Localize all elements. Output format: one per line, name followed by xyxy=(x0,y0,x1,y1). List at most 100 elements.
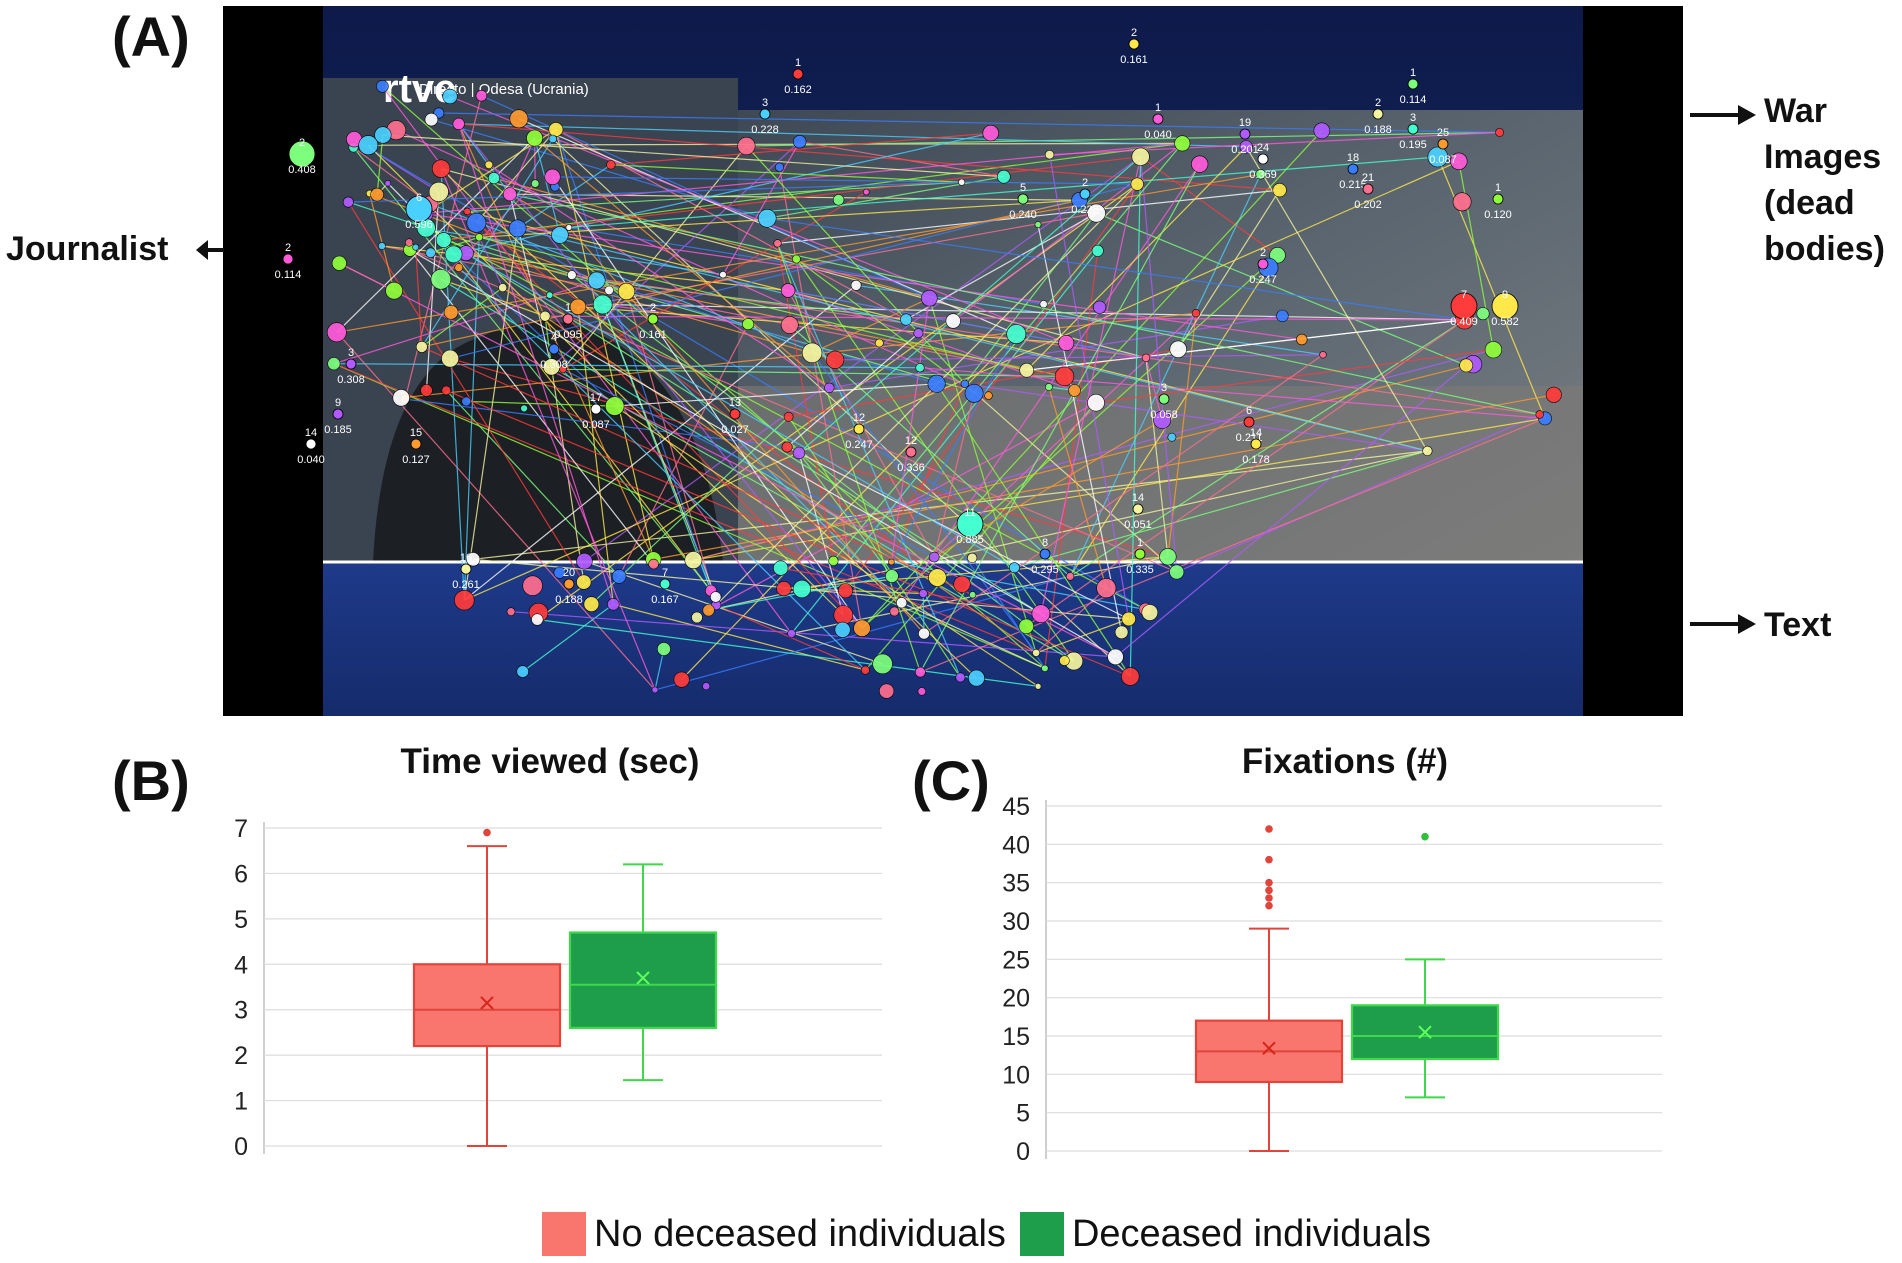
fixation-duration: 0.087 xyxy=(582,419,610,431)
fixation-dot xyxy=(684,551,703,570)
text-arrow-icon xyxy=(1690,614,1756,634)
saccade-line xyxy=(509,193,1080,201)
fixation-duration: 0.240 xyxy=(1009,209,1037,221)
saccade-line xyxy=(509,137,536,195)
saccade-line xyxy=(382,134,1004,178)
saccade-line xyxy=(401,312,1197,399)
y-tick-label: 20 xyxy=(1002,985,1030,1013)
y-tick-label: 4 xyxy=(234,951,248,979)
fixation-number: 12 xyxy=(853,412,865,424)
fixation-duration: 0.087 xyxy=(1429,154,1457,166)
fixation-dot xyxy=(463,207,471,216)
saccade-line xyxy=(443,156,1141,241)
chart-b-boxplot: 0 1 2 3 4 5 6 7 xyxy=(234,815,882,1161)
saccade-line xyxy=(425,191,440,391)
fixation-dot xyxy=(837,583,853,599)
fixation-marker-dot xyxy=(405,195,433,223)
fixation-number: 12 xyxy=(905,435,917,447)
y-tick-label: 25 xyxy=(1002,946,1030,974)
fixation-dot xyxy=(1141,353,1151,363)
fixation-marker-dot xyxy=(659,578,671,590)
fixation-marker-dot xyxy=(647,313,659,325)
fixation-dot xyxy=(443,304,459,320)
fixation-dot xyxy=(787,629,796,638)
fixation-duration: 0.051 xyxy=(1124,519,1152,531)
fixation-dot xyxy=(895,597,908,609)
fixation-dot xyxy=(648,558,659,570)
saccade-line xyxy=(466,211,863,629)
fixation-dot xyxy=(587,271,606,290)
fixation-dot xyxy=(958,178,966,186)
fixation-duration: 0.120 xyxy=(1484,209,1512,221)
fixation-dot xyxy=(1272,183,1287,198)
y-tick-label: 5 xyxy=(1016,1100,1030,1128)
fixation-dot xyxy=(1045,383,1053,391)
fixation-dot xyxy=(405,238,414,247)
saccade-line xyxy=(864,402,1097,671)
fixation-dot xyxy=(435,232,452,248)
saccade-line xyxy=(465,252,1015,569)
fixation-dot xyxy=(376,80,389,93)
saccade-line xyxy=(801,588,924,595)
saccade-line xyxy=(1167,313,1197,557)
fixation-dot xyxy=(1255,169,1266,180)
fixation-dot xyxy=(441,349,460,368)
fixation-dot xyxy=(1153,410,1172,429)
fixation-number: 2 xyxy=(1375,97,1381,109)
saccade-line xyxy=(552,176,1138,185)
fixation-dot xyxy=(1018,618,1034,634)
saccade-line xyxy=(409,249,1177,573)
saccade-line xyxy=(952,142,1183,322)
fixation-dot xyxy=(1495,128,1504,137)
saccade-line xyxy=(1095,349,1494,404)
fixation-dot xyxy=(607,598,620,611)
saccade-line xyxy=(479,199,1080,238)
fixation-dot xyxy=(913,328,924,339)
outlier-point xyxy=(1265,901,1273,910)
fixation-dot xyxy=(566,270,577,280)
fixation-number: 25 xyxy=(1437,127,1449,139)
fixation-number: 3 xyxy=(762,97,768,109)
fixation-dot xyxy=(1044,150,1055,160)
fixation-dot xyxy=(914,666,926,678)
fixation-dot xyxy=(1484,341,1502,359)
fixation-dot xyxy=(964,383,984,403)
fixation-dot xyxy=(832,194,845,206)
fixation-dot xyxy=(484,160,494,170)
saccade-line xyxy=(555,128,907,321)
fixation-duration: 0.247 xyxy=(845,439,873,451)
saccade-line xyxy=(440,168,977,679)
fixation-dot xyxy=(928,551,940,563)
saccade-line xyxy=(1096,212,1467,366)
fixation-marker-dot xyxy=(345,358,357,370)
fixation-dot xyxy=(1296,333,1308,346)
saccade-line xyxy=(415,247,423,347)
y-tick-label: 30 xyxy=(1002,908,1030,936)
fixation-marker-dot xyxy=(905,446,917,458)
saccade-line xyxy=(791,250,1099,634)
fixation-dot xyxy=(1096,578,1117,599)
fixation-dot xyxy=(651,686,659,694)
saccade-line xyxy=(458,267,866,671)
fixation-dot xyxy=(1167,432,1177,442)
fixation-marker-dot xyxy=(1407,78,1419,90)
chart-b-title: Time viewed (sec) xyxy=(400,742,700,781)
eye-tracking-figure: rtve Directo | Odesa (Ucrania) 1 0.162 2 0.… xyxy=(223,6,1683,716)
fixation-dot xyxy=(953,575,971,593)
fixation-dot xyxy=(358,135,379,156)
fixation-dot xyxy=(431,159,451,178)
fixation-duration: 0.161 xyxy=(1120,54,1148,66)
saccade-line xyxy=(1025,319,1465,627)
saccade-line xyxy=(610,132,991,166)
saccade-line xyxy=(458,123,1247,148)
saccade-line xyxy=(555,129,717,606)
fixation-dot xyxy=(565,224,573,231)
y-tick-label: 45 xyxy=(1002,793,1030,821)
fixation-dot xyxy=(1009,562,1020,574)
saccade-line xyxy=(798,452,893,577)
fixation-dot xyxy=(1239,140,1253,154)
saccade-line xyxy=(536,183,1138,620)
saccade-line xyxy=(368,142,1183,146)
fixation-markers: 10.16220.16110.11430.22810.040190.201240… xyxy=(275,27,1562,699)
fixation-dot xyxy=(780,283,796,298)
